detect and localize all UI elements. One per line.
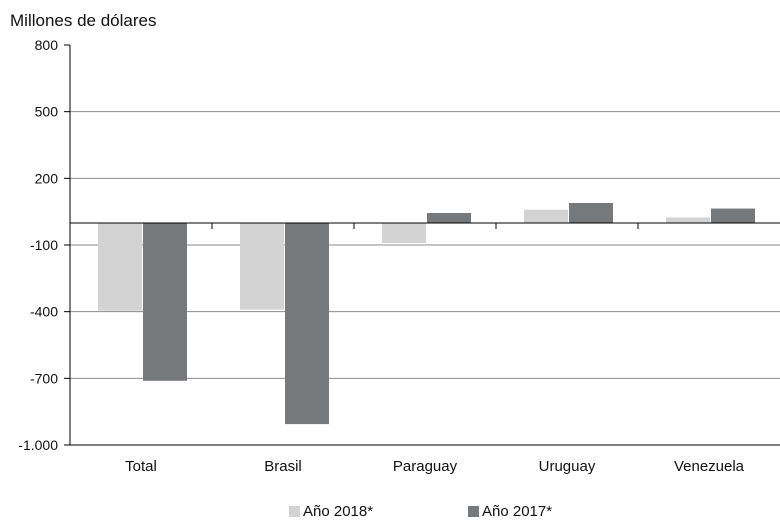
legend-item-2017: Año 2017* bbox=[468, 503, 552, 520]
bar-chart: Millones de dólares 800 500 200 -100 -400 -70… bbox=[10, 11, 780, 475]
y-tick-label: -700 bbox=[30, 370, 58, 386]
y-tick-label: -1.000 bbox=[18, 437, 58, 453]
legend-label-2017: Año 2017* bbox=[482, 503, 553, 520]
axes bbox=[69, 45, 780, 446]
bar-2018-paraguay bbox=[382, 223, 426, 243]
y-tick-labels: 800 500 200 -100 -400 -700 -1.000 bbox=[18, 37, 58, 453]
y-tick-label: 800 bbox=[35, 37, 59, 53]
x-tick-label-venezuela: Venezuela bbox=[674, 458, 745, 475]
y-tick-label: 500 bbox=[35, 104, 59, 120]
x-tick-labels: Total Brasil Paraguay Uruguay Venezuela bbox=[125, 458, 745, 475]
gridlines bbox=[64, 44, 780, 446]
bar-2018-total bbox=[98, 223, 142, 311]
bar-2017-brasil bbox=[285, 223, 329, 425]
legend-item-2018: Año 2018* bbox=[289, 503, 373, 520]
bar-2017-uruguay bbox=[569, 203, 613, 223]
y-tick-label: -400 bbox=[30, 304, 58, 320]
x-tick-label-uruguay: Uruguay bbox=[539, 458, 596, 475]
x-tick-label-brasil: Brasil bbox=[264, 458, 302, 475]
legend-swatch-2018 bbox=[289, 506, 300, 517]
x-tick-label-total: Total bbox=[125, 458, 157, 475]
x-tick-label-paraguay: Paraguay bbox=[393, 458, 458, 475]
bars bbox=[98, 203, 755, 425]
legend: Año 2018* Año 2017* bbox=[0, 503, 780, 521]
y-tick-label: -100 bbox=[30, 237, 58, 253]
bar-2018-venezuela bbox=[666, 217, 710, 223]
y-tick-label: 200 bbox=[35, 170, 59, 186]
y-axis-title: Millones de dólares bbox=[10, 11, 156, 30]
bar-2018-uruguay bbox=[524, 209, 568, 223]
bar-2017-venezuela bbox=[711, 208, 755, 223]
bar-2017-total bbox=[143, 223, 187, 381]
legend-label-2018: Año 2018* bbox=[303, 503, 374, 520]
bar-2017-paraguay bbox=[427, 213, 471, 223]
bar-2018-brasil bbox=[240, 223, 284, 310]
legend-swatch-2017 bbox=[468, 506, 479, 517]
